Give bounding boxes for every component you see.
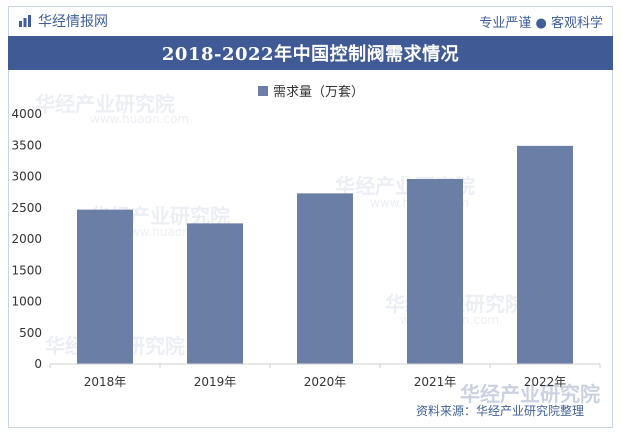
watermark: 华经产业研究院 (460, 382, 600, 406)
legend: 需求量（万套） (258, 84, 364, 100)
y-tick-label: 0 (34, 357, 42, 371)
y-tick-label: 2500 (11, 201, 42, 215)
bar (407, 179, 463, 364)
x-tick-label: 2022年 (524, 375, 567, 389)
bar (187, 223, 243, 364)
y-tick-label: 3000 (11, 170, 42, 184)
source-note: 资料来源：华经产业研究院整理 (416, 404, 585, 418)
y-tick-label: 500 (19, 326, 42, 340)
y-tick-label: 1000 (11, 295, 42, 309)
bar (297, 193, 353, 364)
bars (77, 145, 573, 364)
top-bar: 华经情报网 专业严谨 ● 客观科学 (8, 6, 613, 36)
y-tick-label: 3500 (11, 138, 42, 152)
bar (77, 209, 133, 364)
y-tick-label: 4000 (11, 107, 42, 121)
y-axis: 0 500 1000 1500 2000 2500 3000 3500 4000 (11, 107, 42, 371)
legend-swatch (258, 86, 268, 96)
bar-chart-icon (19, 15, 31, 27)
x-tick-label: 2020年 (304, 375, 347, 389)
watermark: 华经产业研究院 (35, 92, 175, 116)
y-tick-label: 1500 (11, 263, 42, 277)
chart-title: 2018-2022年中国控制阀需求情况 (8, 36, 613, 70)
y-tick-label: 2000 (11, 232, 42, 246)
x-tick-label: 2021年 (414, 375, 457, 389)
legend-label: 需求量（万套） (273, 84, 364, 100)
brand-name: 华经情报网 (38, 14, 108, 30)
x-tick-label: 2018年 (84, 375, 127, 389)
bar (517, 145, 573, 364)
x-tick-label: 2019年 (194, 375, 237, 389)
watermark-url: www.huaon.com (90, 112, 190, 126)
slogan: 专业严谨 ● 客观科学 (479, 15, 603, 31)
brand: 华经情报网 (18, 11, 108, 31)
x-axis: 2018年 2019年 2020年 2021年 2022年 (49, 363, 601, 389)
